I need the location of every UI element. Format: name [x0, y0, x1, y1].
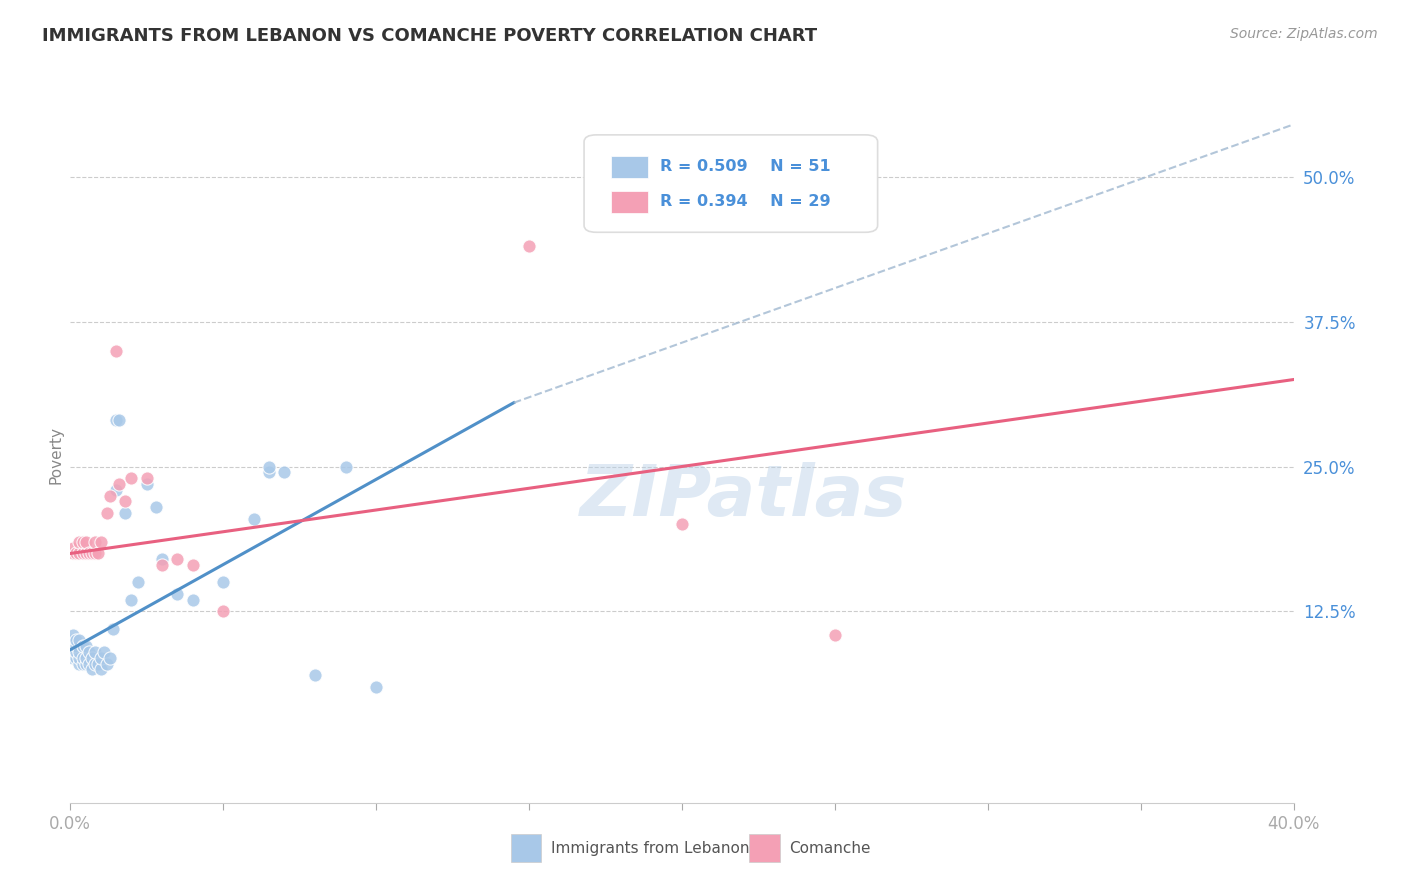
- Text: Source: ZipAtlas.com: Source: ZipAtlas.com: [1230, 27, 1378, 41]
- Point: [135, 476, 157, 491]
- Point: [105, 483, 128, 497]
- Text: Immigrants from Lebanon: Immigrants from Lebanon: [551, 840, 749, 855]
- Text: Comanche: Comanche: [790, 840, 872, 855]
- Point: [69, 657, 91, 671]
- Point: [65, 645, 87, 659]
- Point: [243, 512, 266, 526]
- Point: [65, 651, 87, 665]
- Point: [62, 628, 84, 642]
- Point: [114, 494, 136, 508]
- Point: [166, 552, 188, 566]
- Point: [72, 657, 94, 671]
- Point: [135, 471, 157, 485]
- Point: [90, 534, 112, 549]
- Point: [181, 592, 204, 607]
- Point: [77, 657, 100, 671]
- Point: [62, 645, 84, 659]
- Point: [105, 343, 128, 358]
- Point: [65, 546, 87, 561]
- Point: [69, 534, 91, 549]
- Point: [304, 668, 326, 682]
- Point: [65, 639, 87, 653]
- Point: [87, 546, 110, 561]
- Point: [257, 466, 280, 480]
- Point: [90, 662, 112, 677]
- Point: [366, 680, 388, 694]
- Point: [181, 558, 204, 573]
- Point: [98, 489, 121, 503]
- Point: [77, 546, 100, 561]
- Point: [69, 546, 91, 561]
- Point: [72, 639, 94, 653]
- Point: [108, 413, 131, 427]
- Bar: [612, 191, 648, 213]
- Point: [75, 639, 97, 653]
- Point: [62, 546, 84, 561]
- Point: [75, 657, 97, 671]
- Text: ZIPatlas: ZIPatlas: [579, 462, 907, 531]
- Point: [77, 645, 100, 659]
- Y-axis label: Poverty: Poverty: [48, 425, 63, 484]
- Point: [72, 651, 94, 665]
- Point: [69, 651, 91, 665]
- Point: [62, 639, 84, 653]
- Point: [273, 466, 295, 480]
- FancyBboxPatch shape: [583, 135, 877, 232]
- Point: [121, 471, 143, 485]
- Point: [150, 558, 173, 573]
- Point: [101, 622, 124, 636]
- Point: [83, 645, 105, 659]
- Point: [80, 651, 103, 665]
- Point: [96, 657, 118, 671]
- Point: [150, 552, 173, 566]
- Point: [257, 459, 280, 474]
- Point: [98, 651, 121, 665]
- Point: [212, 605, 235, 619]
- Point: [83, 546, 105, 561]
- Point: [212, 575, 235, 590]
- Point: [65, 633, 87, 648]
- Bar: [510, 834, 541, 862]
- Point: [108, 476, 131, 491]
- Point: [83, 534, 105, 549]
- Point: [87, 657, 110, 671]
- Point: [145, 500, 167, 514]
- Point: [166, 587, 188, 601]
- Text: IMMIGRANTS FROM LEBANON VS COMANCHE POVERTY CORRELATION CHART: IMMIGRANTS FROM LEBANON VS COMANCHE POVE…: [42, 27, 817, 45]
- Point: [75, 546, 97, 561]
- Bar: [612, 156, 648, 178]
- Point: [69, 633, 91, 648]
- Point: [75, 534, 97, 549]
- Point: [93, 645, 115, 659]
- Point: [62, 541, 84, 555]
- Point: [69, 645, 91, 659]
- Point: [105, 413, 128, 427]
- Point: [72, 546, 94, 561]
- Point: [80, 546, 103, 561]
- Point: [80, 662, 103, 677]
- Point: [72, 534, 94, 549]
- Point: [824, 628, 846, 642]
- Bar: [749, 834, 780, 862]
- Point: [62, 651, 84, 665]
- Text: R = 0.509    N = 51: R = 0.509 N = 51: [659, 159, 831, 174]
- Point: [62, 633, 84, 648]
- Point: [121, 592, 143, 607]
- Point: [90, 651, 112, 665]
- Point: [114, 506, 136, 520]
- Point: [96, 506, 118, 520]
- Point: [671, 517, 693, 532]
- Point: [335, 459, 357, 474]
- Point: [517, 239, 540, 253]
- Point: [75, 651, 97, 665]
- Point: [83, 657, 105, 671]
- Text: R = 0.394    N = 29: R = 0.394 N = 29: [659, 194, 831, 209]
- Point: [127, 575, 149, 590]
